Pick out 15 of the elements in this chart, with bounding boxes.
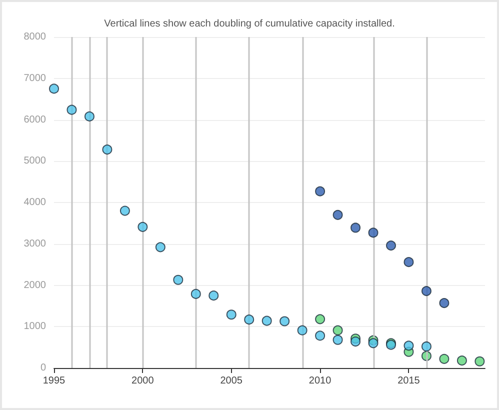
x-tick-label: 2010 [308, 376, 332, 386]
x-tick-label: 1995 [42, 376, 66, 386]
chart-title: Vertical lines show each doubling of cumulative capacity installed. [104, 18, 395, 30]
y-tick-label: 7000 [24, 72, 46, 84]
y-tick-label: 8000 [24, 32, 46, 42]
y-tick-label: 4000 [24, 197, 46, 208]
y-tick-label: 1000 [24, 321, 46, 332]
y-tick-label: 5000 [24, 156, 46, 167]
y-tick-label: 0 [40, 362, 46, 374]
y-tick-label: 3000 [24, 238, 46, 250]
y-tick-label: 6000 [24, 114, 46, 126]
y-tick-label: 2000 [24, 280, 46, 291]
x-tick-label: 2005 [220, 376, 243, 386]
x-tick-label: 2015 [398, 376, 420, 386]
x-tick-label: 2000 [132, 376, 154, 386]
